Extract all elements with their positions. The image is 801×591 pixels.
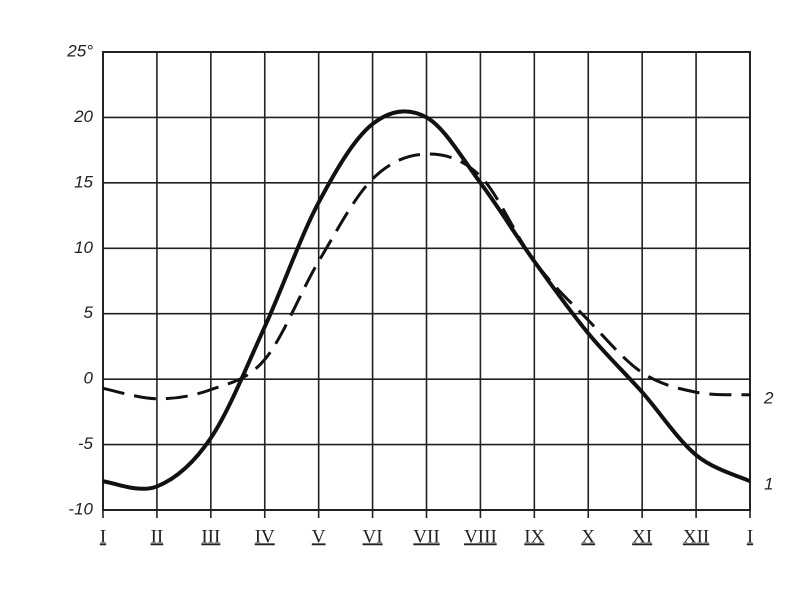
- y-tick-label: 5: [84, 303, 94, 322]
- x-tick-label: I: [747, 526, 753, 547]
- y-tick-label: 25°: [66, 41, 93, 60]
- legend-label: 1: [764, 475, 773, 494]
- x-tick-label: IV: [255, 526, 275, 547]
- x-tick-label: IX: [524, 526, 544, 547]
- data-line: [102, 109, 751, 491]
- x-tick-label: XII: [683, 526, 709, 547]
- x-tick-label: I: [100, 526, 106, 547]
- data-line: [102, 152, 751, 401]
- x-tick-label: VI: [363, 526, 383, 547]
- x-tick-label: V: [312, 526, 326, 547]
- x-tick-label: VII: [413, 526, 439, 547]
- legend-label: 2: [763, 388, 774, 407]
- x-tick-label: XI: [632, 526, 652, 547]
- y-tick-label: 0: [84, 369, 94, 388]
- x-tick-label: III: [201, 526, 220, 547]
- x-tick-label: X: [581, 526, 595, 547]
- x-tick-label: VIII: [464, 526, 497, 547]
- x-tick-label: II: [151, 526, 164, 547]
- y-tick-label: -5: [78, 434, 94, 453]
- y-tick-label: 15: [74, 172, 93, 191]
- y-tick-label: -10: [68, 499, 93, 518]
- y-tick-label: 10: [74, 238, 93, 257]
- y-tick-label: 20: [73, 107, 93, 126]
